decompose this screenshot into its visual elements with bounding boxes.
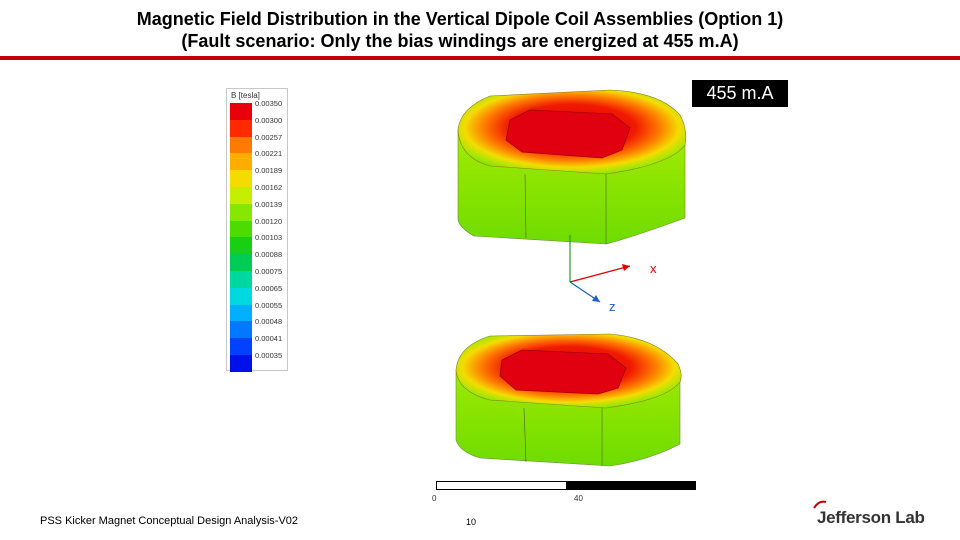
legend-swatch: [230, 203, 252, 221]
legend-entry: 0.00035: [230, 351, 286, 372]
scale-start-label: 0: [432, 494, 437, 503]
upper-coil: [457, 89, 687, 245]
legend-entry: 0.00120: [230, 217, 286, 238]
x-axis-line: [569, 265, 631, 283]
legend-swatch: [230, 338, 252, 355]
legend-entry: 0.00162: [230, 183, 286, 204]
legend-entry: 0.00350: [230, 99, 286, 120]
legend-title: B [tesla]: [231, 91, 260, 100]
legend-entry: 0.00088: [230, 250, 286, 271]
legend-entry: 0.00221: [230, 149, 286, 171]
legend-swatch: [230, 254, 252, 271]
legend-entry: 0.00139: [230, 200, 286, 221]
legend-entry: 0.00189: [230, 166, 286, 187]
legend-entry: 0.00065: [230, 284, 286, 305]
scale-bar: [436, 481, 696, 490]
legend-value: 0.00088: [255, 250, 283, 260]
legend-swatch: [230, 187, 252, 204]
legend-entry: 0.00041: [230, 334, 286, 355]
axis-triad: x z: [569, 235, 657, 314]
legend-value: 0.00350: [255, 99, 283, 108]
legend-entry: 0.00257: [230, 133, 286, 154]
legend-swatch: [230, 237, 252, 255]
legend-swatch: [230, 170, 252, 187]
logo-text: Jefferson Lab: [817, 508, 925, 527]
legend-swatch: [230, 355, 252, 372]
jefferson-lab-logo: Jefferson Lab: [813, 500, 925, 528]
legend-value: 0.00035: [255, 351, 283, 360]
z-axis-label: z: [609, 299, 616, 314]
legend-swatch: [230, 220, 252, 238]
legend-swatch: [230, 287, 252, 305]
legend-value: 0.00162: [255, 183, 283, 192]
title-underline: [0, 56, 960, 60]
legend-value: 0.00120: [255, 216, 283, 226]
title-line-2: (Fault scenario: Only the bias windings …: [181, 31, 739, 51]
x-axis-arrow: [622, 264, 630, 271]
legend-swatch: [230, 103, 252, 120]
legend-value: 0.00189: [255, 166, 283, 176]
legend-swatch: [230, 136, 252, 154]
legend-swatch: [230, 304, 252, 322]
legend-swatch: [230, 321, 252, 339]
scale-end-label: 40: [574, 494, 583, 503]
legend-value: 0.00065: [255, 283, 283, 293]
legend-swatch: [230, 153, 252, 171]
current-badge: 455 m.A: [692, 80, 788, 107]
legend-value: 0.00048: [255, 317, 283, 327]
slide-title: Magnetic Field Distribution in the Verti…: [0, 8, 920, 52]
legend-value: 0.00257: [255, 132, 283, 142]
legend-value: 0.00041: [255, 334, 283, 344]
lower-coil: [455, 333, 682, 467]
legend-value: 0.00300: [255, 115, 283, 125]
x-axis-label: x: [650, 261, 657, 276]
legend-entry: 0.00300: [230, 116, 286, 137]
legend-entry: 0.00055: [230, 301, 286, 322]
legend-value: 0.00075: [255, 267, 283, 276]
footer-text: PSS Kicker Magnet Conceptual Design Anal…: [40, 515, 299, 527]
legend-entry: 0.00048: [230, 317, 286, 339]
z-axis-arrow: [592, 295, 600, 302]
legend-swatch: [230, 271, 252, 288]
legend-value: 0.00103: [255, 233, 283, 243]
field-legend: B [tesla] 0.00350 0.00300 0.00257 0.00221 0.…: [226, 88, 288, 372]
legend-value: 0.00221: [255, 149, 283, 159]
legend-entry: 0.00075: [230, 267, 286, 288]
legend-value: 0.00139: [255, 199, 283, 209]
coil-assembly-render: x z: [455, 89, 687, 467]
title-line-1: Magnetic Field Distribution in the Verti…: [136, 9, 784, 29]
page-number: 10: [466, 517, 477, 527]
legend-entry: 0.00103: [230, 233, 286, 255]
logo-swoosh-icon: [813, 500, 827, 509]
legend-swatch: [230, 119, 252, 137]
legend-value: 0.00055: [255, 300, 283, 310]
